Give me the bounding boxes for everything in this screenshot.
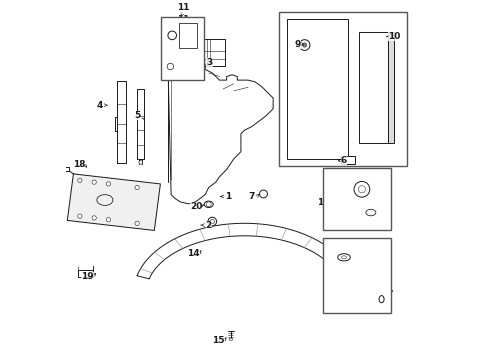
Text: 6: 6 [340,156,346,165]
Text: 11: 11 [176,3,189,12]
Bar [341,156,355,164]
Text: 14: 14 [187,249,200,258]
Ellipse shape [337,254,349,261]
Circle shape [206,202,211,207]
Circle shape [299,40,309,50]
Circle shape [353,181,369,197]
Text: 13: 13 [316,198,329,207]
Text: 9: 9 [294,40,300,49]
Ellipse shape [204,201,213,208]
Circle shape [180,43,188,51]
Ellipse shape [341,173,344,175]
Circle shape [92,180,96,184]
Circle shape [182,45,186,49]
Text: 11: 11 [177,15,189,24]
Text: 13: 13 [326,178,336,184]
Circle shape [207,217,216,226]
Text: 5: 5 [134,111,140,120]
Circle shape [78,214,82,218]
Ellipse shape [338,171,346,177]
Text: 12: 12 [366,200,378,209]
Bar [278,12,407,166]
Text: 13: 13 [175,50,188,59]
Circle shape [358,186,365,193]
Polygon shape [67,174,160,230]
Circle shape [167,31,176,40]
Bar [387,32,393,143]
Ellipse shape [97,195,113,206]
Circle shape [135,185,139,190]
Text: 4: 4 [96,101,102,110]
Ellipse shape [229,338,232,340]
Bar [322,238,390,313]
Circle shape [92,216,96,220]
Bar [78,270,93,277]
Text: 7: 7 [248,192,254,201]
Circle shape [210,219,214,224]
Bar [358,32,387,143]
Text: 15: 15 [212,336,224,345]
Circle shape [106,217,110,222]
Text: 1: 1 [225,192,231,201]
Bar [61,167,69,171]
Circle shape [302,43,306,47]
Circle shape [135,221,139,225]
Text: 13: 13 [164,54,174,60]
Circle shape [78,178,82,183]
Text: 18: 18 [73,160,85,169]
Text: 19: 19 [81,273,94,282]
Text: 8: 8 [346,172,352,181]
Text: 20: 20 [190,202,202,211]
Bar [179,23,197,48]
Text: 10: 10 [387,32,400,41]
Bar [287,19,347,159]
Text: 3: 3 [206,58,212,67]
Circle shape [167,63,173,70]
Bar [161,18,204,80]
Text: 16: 16 [321,247,333,256]
Circle shape [106,182,110,186]
Circle shape [139,161,142,164]
Ellipse shape [365,209,375,216]
Bar [322,168,390,230]
Text: 2: 2 [170,44,176,53]
Text: 2: 2 [205,221,211,230]
Circle shape [259,190,267,198]
Ellipse shape [341,256,346,259]
Ellipse shape [378,296,383,303]
Text: 17: 17 [380,290,392,299]
